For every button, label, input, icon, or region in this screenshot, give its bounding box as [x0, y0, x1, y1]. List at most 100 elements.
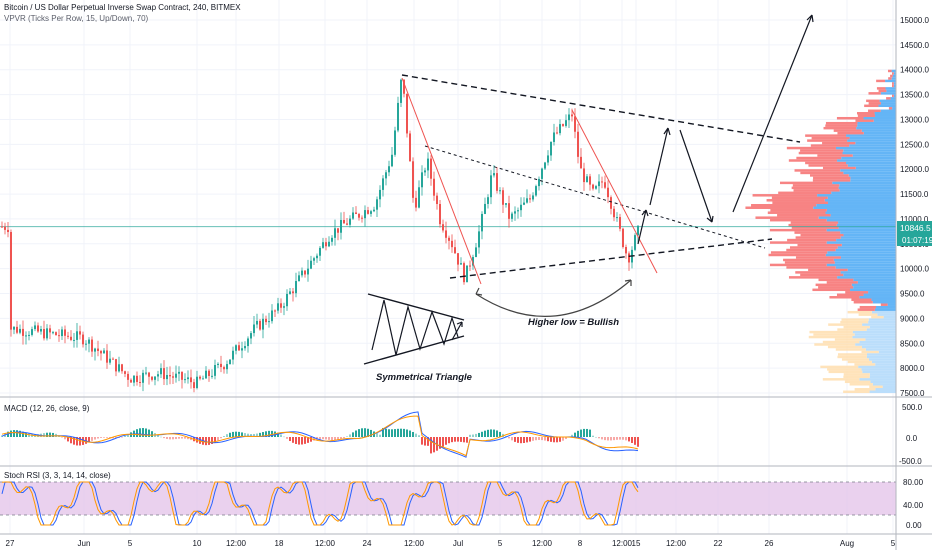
volume-profile-down: [892, 72, 894, 75]
chart-title[interactable]: Bitcoin / US Dollar Perpetual Inverse Sw…: [4, 2, 241, 24]
candle-body: [175, 373, 177, 378]
red-trendline: [401, 77, 482, 285]
price-tick: 12000.0: [900, 165, 929, 174]
candle-body: [583, 168, 585, 183]
candle-body: [34, 325, 36, 330]
candle-body: [433, 178, 435, 196]
volume-profile-up: [850, 288, 896, 292]
candle-body: [310, 260, 312, 269]
candle-body: [370, 211, 372, 214]
macd-histogram-bar: [352, 432, 354, 437]
volume-profile-up: [855, 141, 896, 145]
volume-profile: [745, 69, 896, 393]
macd-histogram-bar: [358, 429, 360, 437]
stoch-pane[interactable]: [1, 481, 639, 526]
volume-profile-up: [873, 119, 896, 122]
macd-histogram-bar: [49, 432, 51, 437]
candle-body: [406, 93, 408, 134]
time-tick: 12:00: [226, 539, 247, 548]
candle-body: [178, 371, 180, 374]
volume-profile-up: [867, 353, 896, 356]
macd-histogram-bar: [370, 429, 372, 437]
volume-profile-down: [788, 223, 837, 227]
candle-body: [535, 186, 537, 196]
macd-histogram-bar: [331, 437, 333, 441]
candle-body: [82, 334, 84, 345]
stoch-label[interactable]: Stoch RSI (3, 3, 14, 14, close): [4, 471, 111, 480]
volume-profile-up: [816, 204, 896, 207]
arrow-head: [641, 209, 649, 217]
macd-histogram-bar: [397, 428, 399, 437]
projection-arrow: [637, 209, 647, 245]
macd-histogram-bar: [526, 437, 528, 443]
macd-histogram-bar: [436, 437, 438, 451]
macd-histogram-bar: [463, 437, 465, 443]
volume-profile-up: [857, 124, 896, 127]
macd-histogram-bar: [169, 437, 171, 440]
macd-histogram-bar: [103, 437, 105, 438]
price-tick: 14500.0: [900, 41, 929, 50]
macd-histogram-bar: [172, 437, 174, 440]
candle-body: [307, 268, 309, 275]
volume-profile-up: [827, 251, 896, 254]
candle-body: [88, 339, 90, 344]
candle-body: [394, 130, 396, 155]
candle-body: [346, 223, 348, 225]
price-axis[interactable]: 15000.0 14500.0 14000.0 13500.0 13000.0 12500…: [900, 16, 929, 398]
macd-histogram-bar: [214, 437, 216, 443]
macd-histogram-bar: [394, 429, 396, 437]
macd-histogram-bar: [142, 428, 144, 437]
macd-histogram-bar: [52, 432, 54, 437]
volume-profile-up: [892, 107, 896, 110]
volume-profile-down: [810, 144, 850, 147]
volume-profile-up: [840, 169, 896, 172]
volume-profile-down: [818, 286, 854, 289]
macd-histogram-bar: [382, 427, 384, 437]
candle-body: [274, 310, 276, 312]
volume-profile-up: [893, 84, 896, 88]
macd-histogram-bar: [553, 437, 555, 443]
candle-body: [127, 373, 129, 380]
stoch-d-line: [1, 481, 639, 526]
macd-label[interactable]: MACD (12, 26, close, 9): [4, 404, 90, 413]
candle-body: [319, 247, 321, 256]
candle-body: [490, 175, 492, 198]
time-tick: 8: [578, 539, 583, 548]
triangle-breakout: [451, 321, 463, 341]
volume-profile-down: [793, 189, 840, 192]
macd-histogram-bar: [265, 431, 267, 437]
volume-profile-up: [882, 385, 896, 389]
macd-pane[interactable]: [1, 411, 639, 458]
macd-histogram-bar: [217, 437, 219, 441]
time-axis[interactable]: 27 Jun 5 10 12:00 18 12:00 24 12:00 Jul 5 12:00 8 12:…: [6, 539, 896, 548]
candle-body: [616, 217, 618, 219]
macd-histogram-bar: [538, 437, 540, 440]
volume-profile-down: [790, 221, 839, 224]
macd-histogram-bar: [262, 432, 264, 437]
candle-body: [79, 331, 81, 335]
support-trendline: [449, 238, 773, 279]
candle-body: [112, 358, 114, 360]
volume-profile-up: [872, 383, 896, 386]
macd-histogram-bar: [310, 437, 312, 442]
price-tick: 10000.0: [900, 265, 929, 274]
volume-profile-down: [868, 102, 881, 105]
volume-profile-down: [851, 298, 872, 301]
macd-histogram-bar: [301, 437, 303, 445]
candle-body: [421, 172, 423, 188]
volume-profile-down: [864, 104, 879, 108]
volume-profile-up: [847, 268, 896, 272]
candle-body: [259, 320, 261, 330]
macd-histogram-bar: [451, 437, 453, 443]
volume-profile-down: [854, 363, 876, 366]
volume-profile-down: [787, 238, 837, 242]
candle-body: [355, 212, 357, 214]
macd-histogram-bar: [532, 437, 534, 441]
volume-profile-down: [755, 216, 819, 219]
candle-body: [205, 370, 207, 379]
candle-body: [121, 364, 123, 372]
candle-body: [316, 255, 318, 259]
volume-profile-up: [866, 355, 896, 359]
volume-profile-down: [857, 114, 876, 117]
